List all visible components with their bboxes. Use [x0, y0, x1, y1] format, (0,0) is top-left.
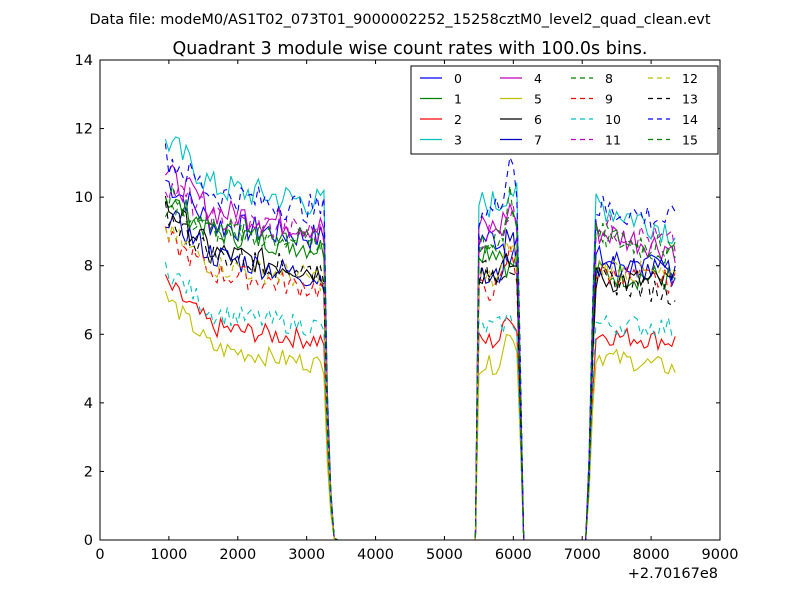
y-tick-label: 2 [84, 464, 93, 480]
series-line-14 [164, 143, 676, 541]
legend-label-2: 2 [454, 112, 462, 127]
y-tick-label: 0 [84, 533, 93, 549]
legend-label-11: 11 [605, 133, 621, 148]
legend-label-6: 6 [534, 112, 542, 127]
legend-label-7: 7 [534, 133, 542, 148]
y-tick-label: 12 [75, 122, 93, 138]
legend-label-0: 0 [454, 71, 462, 86]
legend-label-13: 13 [682, 92, 698, 107]
y-tick-label: 4 [84, 396, 93, 412]
series-line-5 [164, 290, 676, 541]
x-tick-label: 5000 [426, 547, 463, 563]
legend-label-10: 10 [605, 112, 621, 127]
legend-label-15: 15 [682, 133, 698, 148]
suptitle: Data file: modeM0/AS1T02_073T01_90000022… [89, 12, 710, 28]
series-line-11 [164, 183, 676, 541]
x-tick-label: 8000 [633, 547, 670, 563]
series-line-4 [164, 164, 676, 541]
plot-lines [164, 136, 676, 541]
x-tick-label: 3000 [288, 547, 325, 563]
x-tick-label: 2000 [219, 547, 256, 563]
legend-label-5: 5 [534, 92, 542, 107]
series-line-8 [164, 200, 676, 541]
legend-label-4: 4 [534, 71, 542, 86]
legend-label-9: 9 [605, 92, 613, 107]
series-line-2 [164, 274, 676, 541]
plot-frame [99, 59, 721, 541]
legend-label-3: 3 [454, 133, 462, 148]
series-line-12 [164, 224, 676, 541]
x-tick-label: 1000 [150, 547, 187, 563]
series-line-9 [164, 226, 676, 541]
legend-label-1: 1 [454, 92, 462, 107]
x-tick-label: 4000 [357, 547, 394, 563]
legend-label-14: 14 [682, 112, 698, 127]
y-tick-label: 6 [84, 327, 93, 343]
chart-title: Quadrant 3 module wise count rates with … [173, 39, 648, 59]
axes: 0 1000 2000 3000 4000 5000 6000 7000 8000 9000 0 2 4… [75, 53, 739, 563]
x-tick-label: 7000 [564, 547, 601, 563]
series-line-15 [164, 185, 676, 541]
x-tick-label: 6000 [495, 547, 532, 563]
y-tick-label: 10 [75, 190, 93, 206]
y-tick-label: 14 [75, 53, 93, 69]
legend-label-8: 8 [605, 71, 613, 86]
y-tick-label: 8 [84, 259, 93, 275]
series-line-10 [164, 262, 676, 541]
x-axis-offset-text: +2.70167e8 [628, 566, 718, 582]
series-line-3 [164, 136, 676, 541]
x-tick-label: 9000 [702, 547, 739, 563]
x-tick-label: 0 [95, 547, 104, 563]
series-line-13 [164, 201, 676, 541]
legend-label-12: 12 [682, 71, 698, 86]
